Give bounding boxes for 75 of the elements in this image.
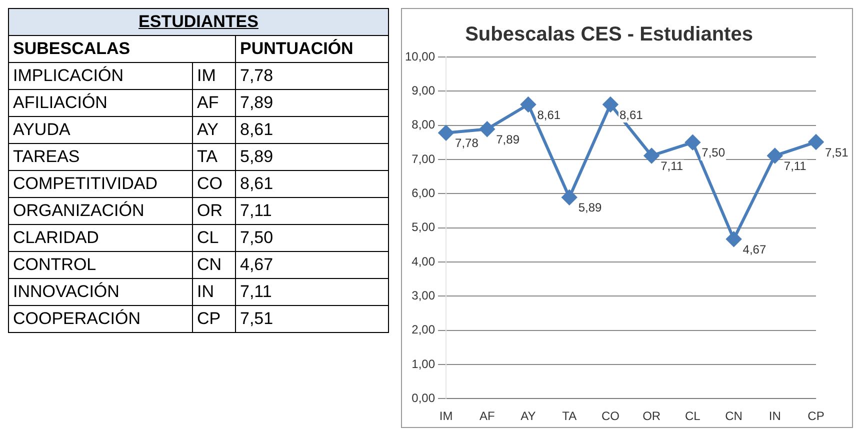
text: PUNTUACIÓN [236,36,388,62]
x-tick-label: AY [520,409,536,424]
category-label: IMPLICACIÓN [8,62,192,90]
point [562,190,577,205]
y-tick-label: 6,00 [412,186,436,200]
text: ESTUDIANTES [8,8,388,36]
category-label: OR [197,201,222,220]
x-tick-label: IN [768,409,781,424]
text: 8,61 [240,120,274,139]
point [726,232,742,247]
category-label: AFILIACIÓN [8,90,192,116]
y-tick-label: 10,00 [405,49,436,64]
y-tick-label: 8,00 [412,118,436,132]
text: 7,50 [240,228,274,247]
x-tick-label: CO [601,409,620,424]
point [480,122,495,137]
category-label: AF [197,93,219,112]
y-tick-label: 4,00 [412,254,436,268]
text: 5,89 [578,200,602,215]
category-label: AYUDA [8,116,192,144]
category-label: COOPERACIÓN [8,306,192,332]
text: 7,89 [496,132,520,146]
text: 5,89 [240,147,274,166]
text: 8,61 [240,174,274,193]
text: 8,61 [619,108,643,122]
text: 7,51 [825,145,848,160]
category-label: AY [197,120,218,139]
category-label: INNOVACIÓN [8,278,192,306]
x-tick-label: TA [562,409,577,424]
point [808,134,824,150]
text: 7,50 [702,146,726,160]
point [520,96,536,112]
point [438,125,454,140]
y-tick-label: 0,00 [412,390,436,405]
y-tick-label: 2,00 [412,322,436,337]
category-label: CP [197,309,221,328]
category-label: CLARIDAD [8,224,192,252]
text: 8,61 [537,108,561,122]
text: 7,78 [240,66,274,85]
text: 4,67 [742,242,766,256]
category-label: CL [197,228,219,247]
category-label: COMPETITIVIDAD [8,170,192,198]
category-label: CN [197,255,222,274]
text: 7,11 [240,282,272,301]
text: SUBESCALAS [8,36,236,62]
x-tick-label: IM [439,409,453,424]
x-tick-label: CL [685,409,701,424]
y-tick-label: 5,00 [412,220,436,234]
x-tick-label: CN [725,409,742,424]
point [602,96,618,112]
category-label: CONTROL [8,252,192,278]
x-tick-label: OR [642,409,661,424]
point [767,148,782,164]
text: 4,67 [240,255,274,274]
point [644,148,660,164]
text: 7,11 [660,159,684,174]
category-label: IM [197,66,216,85]
x-tick-label: CP [808,409,824,424]
text: 7,51 [240,309,274,328]
y-tick-label: 9,00 [412,83,436,98]
text: 7,89 [240,93,274,112]
text: 7,11 [784,159,806,174]
chart-title: Subescalas CES - Estudiantes [465,24,753,46]
category-label: IN [197,282,214,301]
x-tick-label: AF [479,409,495,424]
category-label: ORGANIZACIÓN [8,198,192,224]
category-label: TAREAS [8,144,192,170]
category-label: TA [197,147,218,166]
text: 7,11 [240,201,272,220]
category-label: CO [197,174,222,193]
y-tick-label: 3,00 [412,288,436,302]
y-tick-label: 1,00 [412,356,436,371]
y-tick-label: 7,00 [412,152,436,166]
text: 7,78 [455,136,478,150]
point [685,134,700,150]
